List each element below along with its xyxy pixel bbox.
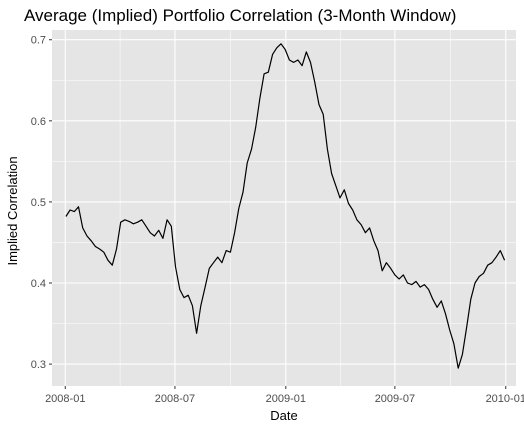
x-axis: 2008-01 2008-07 2009-01 2009-07 2010-01 [45, 386, 524, 405]
x-tick-label: 2010-01 [486, 393, 524, 405]
y-tick-label: 0.7 [31, 35, 46, 47]
x-tick-label: 2009-01 [266, 393, 306, 405]
y-axis-title: Implied Correlation [5, 156, 20, 265]
y-tick-label: 0.4 [31, 278, 46, 290]
y-tick-label: 0.6 [31, 116, 46, 128]
y-tick-label: 0.5 [31, 197, 46, 209]
grid-lines [52, 30, 516, 386]
series-line [65, 43, 506, 369]
x-tick-label: 2008-07 [155, 393, 195, 405]
series-group [65, 43, 506, 369]
x-tick-label: 2008-01 [45, 393, 85, 405]
plot-panel [52, 30, 516, 386]
x-tick-label: 2009-07 [375, 393, 415, 405]
chart-title: Average (Implied) Portfolio Correlation … [24, 6, 456, 25]
y-tick-label: 0.3 [31, 359, 46, 371]
x-axis-title: Date [270, 408, 297, 423]
y-axis: 0.3 0.4 0.5 0.6 0.7 [31, 35, 52, 371]
